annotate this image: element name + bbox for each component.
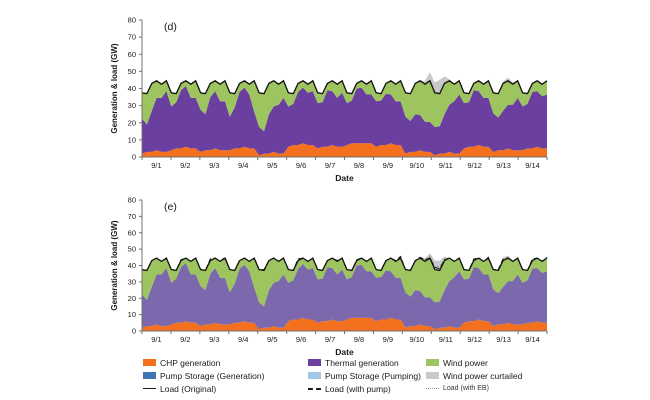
area-curtailed	[142, 72, 547, 94]
x-tick-label: 9/12	[467, 335, 482, 344]
x-tick-label: 9/2	[180, 161, 190, 170]
x-tick-label: 9/10	[410, 161, 425, 170]
x-tick-label: 9/8	[354, 161, 364, 170]
legend-item: Load (Original)	[143, 382, 306, 395]
x-tick-label: 9/7	[325, 161, 335, 170]
y-tick-label: 80	[128, 16, 136, 25]
y-tick-label: 20	[128, 118, 136, 127]
legend-item: CHP generation	[143, 356, 306, 369]
legend-label: Wind power curtailed	[443, 370, 523, 381]
x-axis-title: Date	[335, 347, 354, 357]
legend-color-swatch	[426, 372, 439, 379]
x-tick-label: 9/6	[296, 335, 306, 344]
legend-label: Load (with EB)	[443, 385, 489, 392]
y-tick-label: 40	[128, 84, 136, 93]
x-tick-label: 9/13	[496, 161, 511, 170]
legend-item: Wind power curtailed	[426, 369, 576, 382]
y-tick-label: 10	[128, 135, 136, 144]
legend-color-swatch	[426, 359, 439, 366]
y-tick-label: 30	[128, 277, 136, 286]
y-tick-label: 50	[128, 245, 136, 254]
area-curtailed	[142, 253, 547, 271]
x-tick-label: 9/9	[383, 161, 393, 170]
legend-label: CHP generation	[160, 357, 221, 368]
legend-label: Pump Storage (Pumping)	[325, 370, 421, 381]
legend-item: Pump Storage (Pumping)	[308, 369, 424, 382]
x-tick-label: 9/9	[383, 335, 393, 344]
y-tick-label: 0	[132, 327, 136, 336]
line-load	[141, 257, 548, 272]
legend-label: Load (Original)	[160, 383, 217, 394]
legend-color-swatch	[308, 359, 321, 366]
y-tick-label: 40	[128, 261, 136, 270]
x-tick-label: 9/10	[410, 335, 425, 344]
y-tick-label: 20	[128, 294, 136, 303]
x-tick-label: 9/13	[496, 335, 511, 344]
legend-item: Thermal generation	[308, 356, 424, 369]
x-tick-label: 9/14	[525, 335, 540, 344]
x-tick-label: 9/2	[180, 335, 190, 344]
x-tick-label: 9/11	[439, 161, 453, 170]
y-tick-label: 80	[128, 196, 136, 205]
x-tick-label: 9/4	[238, 161, 248, 170]
y-tick-label: 60	[128, 50, 136, 59]
x-tick-label: 9/8	[354, 335, 364, 344]
line-load	[141, 79, 548, 95]
x-tick-label: 9/12	[467, 161, 482, 170]
x-tick-label: 9/14	[525, 161, 540, 170]
area-chp	[142, 317, 547, 331]
legend-label: Pump Storage (Generation)	[160, 370, 265, 381]
chart-legend: CHP generation Pump Storage (Generation) L…	[143, 356, 583, 395]
chart-panel-d: 0 10 20 30 40 50 60 70 80 9/1 9/2 9/3 9/4 9/5 9/6 9/7 9/…	[110, 16, 548, 183]
legend-line-swatch	[308, 387, 321, 390]
y-tick-label: 60	[128, 228, 136, 237]
legend-column-2: Thermal generation Pump Storage (Pumping)…	[308, 356, 424, 395]
legend-item: Load (with pump)	[308, 382, 424, 395]
y-tick-label: 0	[132, 153, 136, 162]
area-wind	[142, 257, 547, 307]
x-axis-title: Date	[335, 173, 354, 183]
legend-label: Load (with pump)	[325, 383, 391, 394]
legend-item: Pump Storage (Generation)	[143, 369, 306, 382]
y-axis-title: Generation & load (GW)	[110, 43, 119, 134]
legend-item: Wind power	[426, 356, 576, 369]
x-tick-label: 9/6	[296, 161, 306, 170]
y-tick-label: 50	[128, 67, 136, 76]
x-tick-label: 9/1	[151, 161, 161, 170]
legend-color-swatch	[308, 372, 321, 379]
legend-item: Load (with EB)	[426, 382, 576, 395]
x-tick-label: 9/1	[151, 335, 161, 344]
y-axis-title: Generation & load (GW)	[110, 220, 119, 311]
x-tick-label: 9/7	[325, 335, 335, 344]
x-tick-label: 9/3	[209, 161, 219, 170]
legend-line-swatch	[426, 388, 439, 389]
area-thermal	[142, 263, 547, 330]
y-tick-label: 10	[128, 310, 136, 319]
panel-label: (d)	[164, 21, 177, 33]
legend-column-1: CHP generation Pump Storage (Generation) L…	[143, 356, 306, 395]
legend-color-swatch	[143, 359, 156, 366]
y-tick-label: 70	[128, 33, 136, 42]
area-chp	[142, 143, 547, 157]
area-thermal	[142, 85, 547, 156]
x-tick-label: 9/5	[267, 161, 277, 170]
legend-label: Wind power	[443, 357, 488, 368]
chart-panel-e: 0 10 20 30 40 50 60 70 80 9/1 9/2 9/3 9/4 9/5 9/6 9/7 9/…	[110, 196, 548, 357]
area-wind	[142, 80, 547, 132]
y-tick-label: 30	[128, 101, 136, 110]
y-tick-label: 70	[128, 212, 136, 221]
legend-label: Thermal generation	[325, 357, 399, 368]
x-tick-label: 9/11	[439, 335, 453, 344]
legend-color-swatch	[143, 372, 156, 379]
legend-column-3: Wind power Wind power curtailed Load (with…	[426, 356, 576, 395]
x-tick-label: 9/5	[267, 335, 277, 344]
legend-line-swatch	[143, 388, 156, 389]
x-tick-label: 9/4	[238, 335, 248, 344]
x-tick-label: 9/3	[209, 335, 219, 344]
panel-label: (e)	[164, 201, 177, 213]
